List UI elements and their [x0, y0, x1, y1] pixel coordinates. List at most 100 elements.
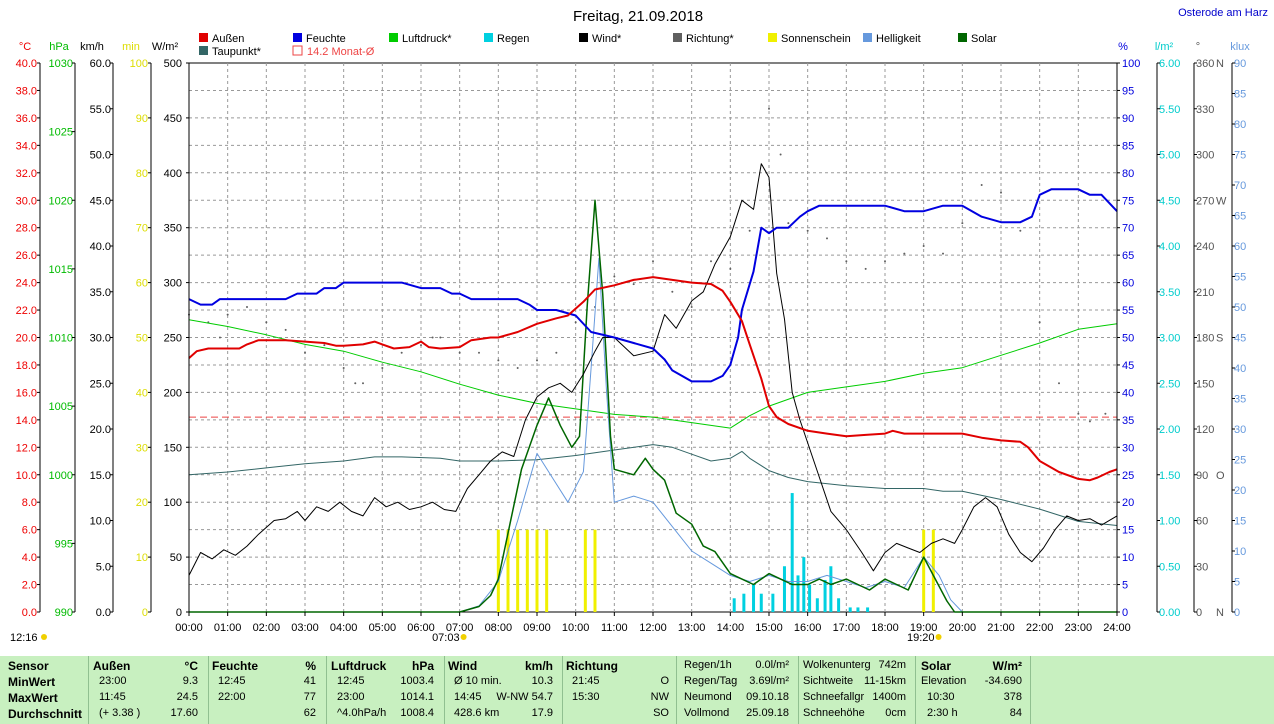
table-cell: 41: [303, 675, 316, 687]
y-tick-label: 0.0: [96, 607, 111, 619]
sunset-icon: [935, 634, 942, 640]
rain-bar: [823, 579, 827, 612]
legend-swatch: [199, 33, 208, 42]
table-cell: 11:45: [99, 691, 126, 703]
table-cell: Schneehöhe: [803, 707, 865, 719]
y-tick-label: 5: [1234, 577, 1240, 589]
direction-dot: [323, 344, 326, 347]
sunshine-bar: [506, 529, 510, 612]
y-tick-label: 60: [1196, 516, 1208, 528]
table-cell: Neumond: [684, 691, 732, 703]
x-tick-label: 01:00: [214, 622, 242, 634]
table-cell: 11-15km: [864, 675, 906, 687]
table-cell: MaxWert: [8, 691, 58, 705]
chart-axes: 0.0 2.0 4.0 6.0 8.0 10.0 12.0 14.0 16.0 18.0 20.0 2…: [10, 41, 1250, 644]
sunset-label: 19:20: [907, 632, 935, 644]
table-cell: 23:00: [99, 675, 127, 687]
sunshine-bar: [931, 529, 935, 612]
direction-dot: [439, 336, 442, 339]
direction-dot: [284, 328, 287, 331]
direction-dot: [768, 107, 770, 110]
direction-dot: [690, 306, 693, 308]
direction-dot: [1104, 412, 1107, 415]
sunshine-bar: [545, 529, 549, 612]
table-cell: 62: [303, 707, 316, 719]
legend-swatch: [484, 33, 493, 42]
chart-grid: [188, 62, 1118, 613]
rain-bar: [752, 584, 756, 612]
legend-swatch: [579, 33, 588, 42]
table-cell: SO: [653, 707, 669, 719]
table-divider: [798, 656, 799, 724]
direction-dot: [536, 359, 538, 362]
direction-dot: [845, 260, 848, 263]
y-tick-label: 20: [1122, 497, 1134, 509]
legend-item: Solar: [971, 33, 997, 45]
y-tick-label: 70: [1122, 223, 1134, 235]
direction-dot: [826, 237, 828, 240]
table-cell: 24.5: [176, 691, 198, 703]
y-tick-label: 80: [1122, 168, 1134, 180]
y-tick-label: 5.50: [1159, 104, 1180, 116]
table-cell: 17.60: [170, 707, 198, 719]
y-tick-label: 20: [1234, 485, 1246, 497]
table-divider: [326, 656, 327, 724]
legend-item: Luftdruck*: [402, 33, 452, 45]
table-cell: Elevation: [921, 675, 967, 687]
table-cell: Sichtweite: [803, 675, 854, 687]
y-tick-label: 26.0: [16, 250, 37, 262]
direction-dot: [400, 351, 403, 354]
x-tick-label: 19:00: [910, 622, 938, 634]
y-tick-label: 80: [136, 168, 148, 180]
y-tick-label: 40: [1122, 387, 1134, 399]
y-tick-label: 5.00: [1159, 150, 1180, 162]
y-tick-label: 18.0: [16, 360, 37, 372]
y-tick-label: 70: [136, 223, 148, 235]
y-tick-label: 300: [164, 278, 182, 290]
summary-table: Sensor Außen °C Feuchte% Luftdruck hPa Wind km/…: [0, 656, 1274, 724]
rain-bar: [815, 598, 819, 612]
y-tick-label: 150: [1196, 378, 1214, 390]
direction-dot: [903, 252, 906, 255]
y-tick-label: 55: [1234, 272, 1246, 284]
y-tick-label: 90: [1234, 58, 1246, 70]
direction-dot: [632, 283, 635, 286]
table-header-cell: Richtung: [566, 659, 618, 673]
table-cell: ^4.0hPa/h: [337, 707, 387, 719]
table-cell: Ø 10 min.: [454, 675, 502, 687]
table-cell: 25.09.18: [746, 707, 789, 719]
direction-dot: [729, 267, 732, 270]
table-header-cell: Luftdruck: [331, 659, 387, 673]
direction-dot: [961, 222, 964, 225]
direction-dot: [516, 367, 519, 369]
legend-item: Feuchte: [306, 33, 346, 45]
y-tick-label: 5: [1122, 580, 1128, 592]
y-tick-label: 40: [1234, 363, 1246, 375]
direction-dot: [555, 351, 558, 354]
y-tick-label: 32.0: [16, 168, 37, 180]
y-tick-label: 6.00: [1159, 58, 1180, 70]
table-header-cell: Wind: [448, 659, 478, 673]
y-tick-label: 30.0: [90, 333, 111, 345]
y-tick-label: 240: [1196, 241, 1214, 253]
sunrise-label: 07:03: [432, 632, 460, 644]
y-tick-label: 3.00: [1159, 333, 1180, 345]
y-tick-label: 25: [1122, 470, 1134, 482]
direction-dot: [710, 260, 712, 263]
x-tick-label: 24:00: [1103, 622, 1131, 634]
y-tick-label: 3.50: [1159, 287, 1180, 299]
y-tick-label: 10: [1122, 552, 1134, 564]
table-cell: Durchschnitt: [8, 707, 83, 721]
y-tick-label: 60: [1122, 278, 1134, 290]
y-tick-label: 45: [1234, 333, 1246, 345]
rain-bar: [771, 593, 775, 612]
y-tick-label: 210: [1196, 287, 1214, 299]
y-tick-label: 75: [1122, 195, 1134, 207]
table-cell: 3.69l/m²: [749, 675, 789, 687]
y-tick-label: 55: [1122, 305, 1134, 317]
y-tick-label: 1000: [49, 470, 73, 482]
table-divider: [1030, 656, 1031, 724]
y-tick-label: 360: [1196, 58, 1214, 70]
x-tick-label: 10:00: [562, 622, 590, 634]
legend-item: Taupunkt*: [212, 46, 262, 58]
